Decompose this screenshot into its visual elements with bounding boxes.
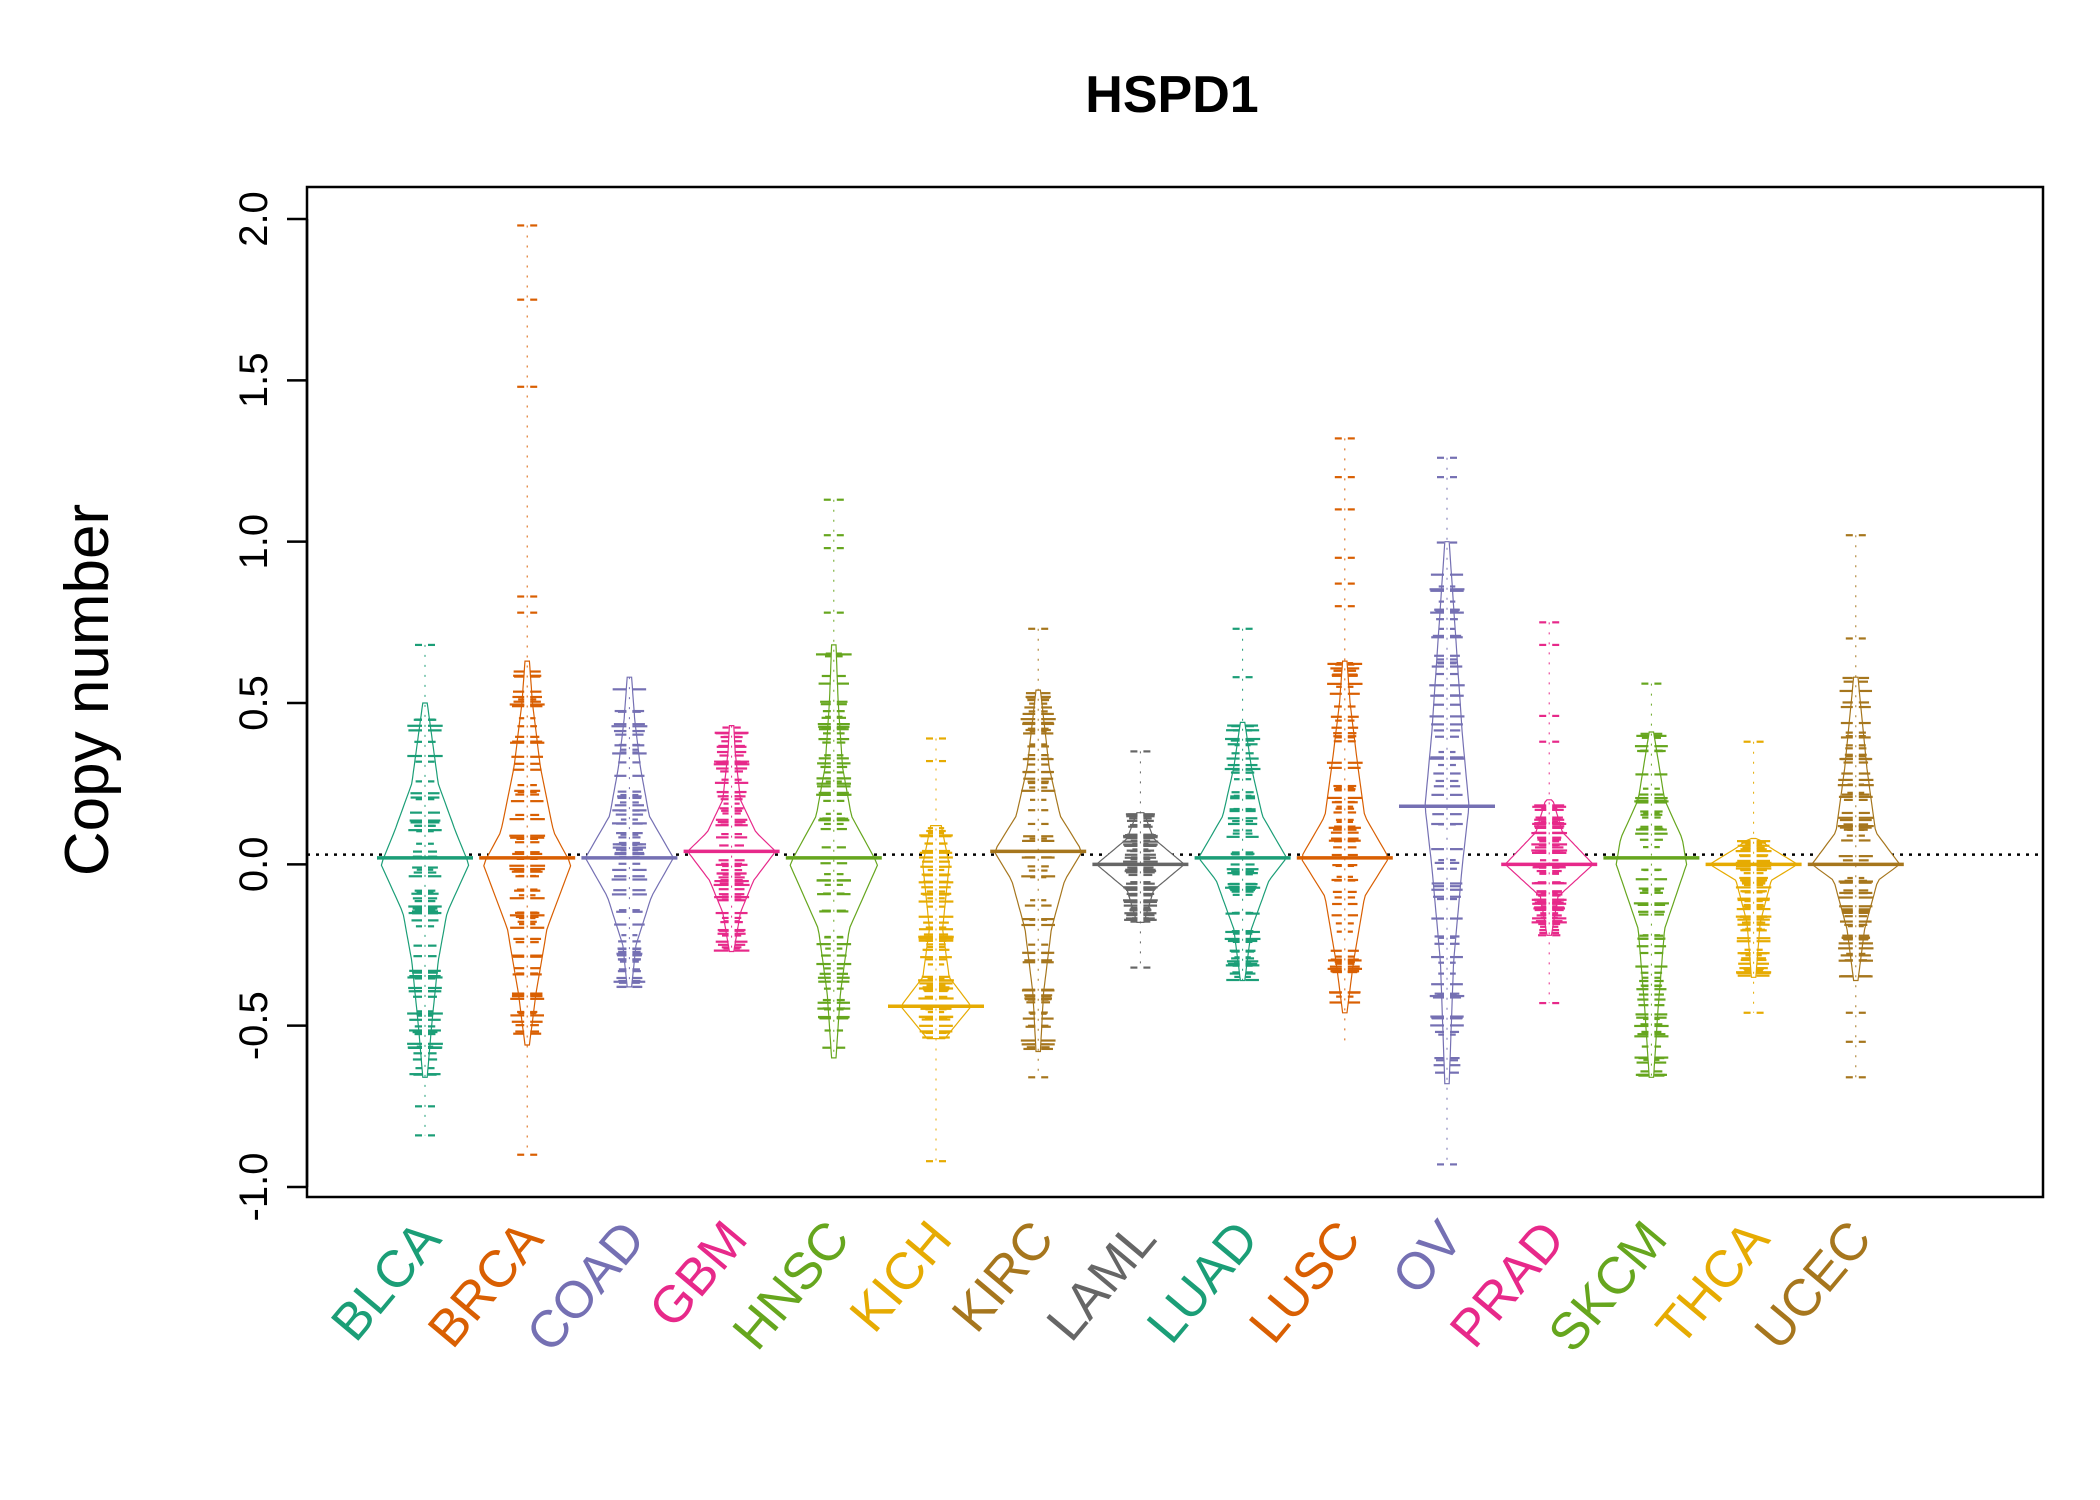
bean-coad [581,676,678,989]
bean-lusc [1296,437,1393,1046]
bean-blca [377,643,473,1137]
bean-luad [1194,627,1291,982]
y-tick-label: 0.0 [232,837,276,893]
bean-outline [1199,721,1287,982]
y-tick-label: 2.0 [232,191,276,247]
bean-kich [888,737,984,1163]
y-tick-label: 0.5 [232,675,276,731]
bean-outline [1505,799,1593,936]
bean-hnsc [785,498,882,1059]
bean-outline [483,660,572,1046]
bean-brca [479,224,576,1156]
chart-title: HSPD1 [1085,66,1258,124]
bean-outline [380,702,470,1078]
bean-thca [1705,740,1802,1014]
bean-outline [1811,676,1901,982]
bean-laml [1092,750,1189,969]
bean-gbm [683,724,780,953]
y-tick-label: 1.0 [232,514,276,570]
bean-prad [1501,621,1598,1005]
bean-outline [688,724,775,953]
y-tick-label: -1.0 [232,1153,276,1222]
bean-outline [584,676,675,988]
bean-outline [900,824,972,1040]
y-axis-label: Copy number [53,504,122,876]
plot-area [307,224,2043,1166]
bean-ov [1399,456,1495,1166]
y-tick-label: 1.5 [232,353,276,409]
bean-outline [1301,660,1388,1014]
y-tick-label: -0.5 [232,991,276,1060]
bean-outline [1424,541,1470,1085]
bean-outline [994,689,1083,1053]
bean-kirc [990,627,1087,1079]
bean-ucec [1807,534,1904,1079]
bean-skcm [1603,682,1700,1078]
